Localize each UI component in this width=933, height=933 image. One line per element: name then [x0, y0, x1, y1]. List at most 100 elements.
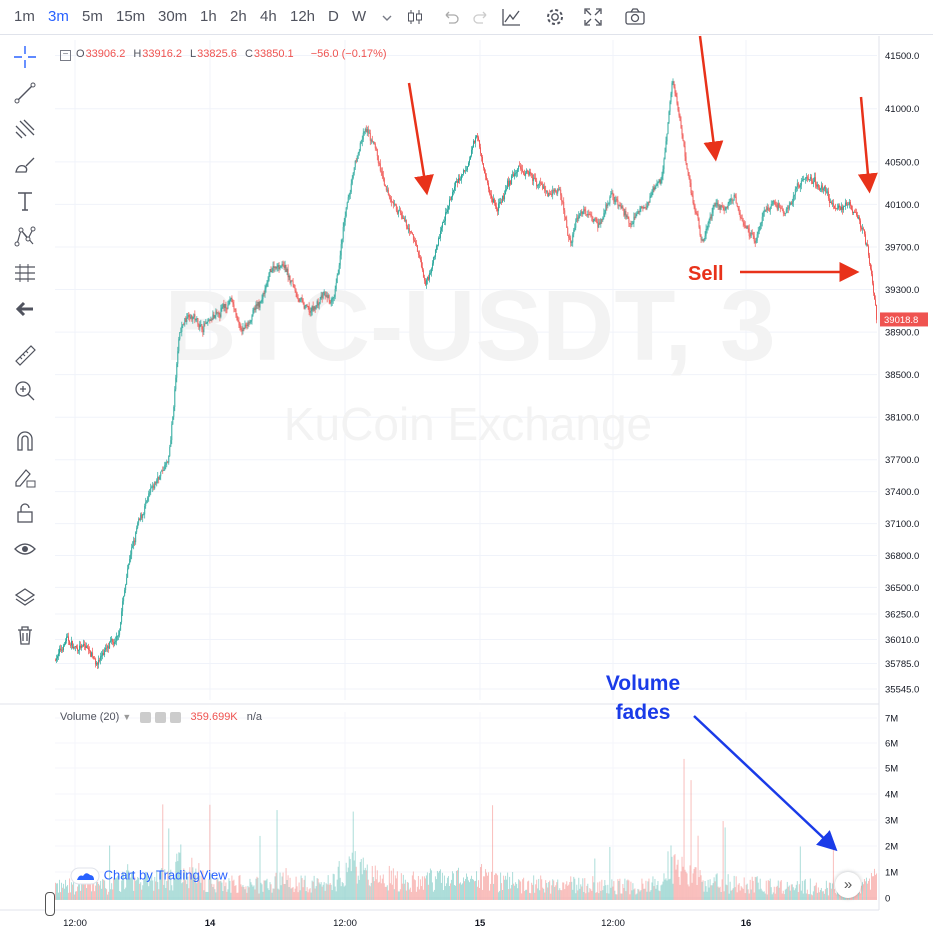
- timeframe-3m[interactable]: 3m: [48, 8, 69, 25]
- candle-body: [725, 207, 727, 210]
- timeframe-W[interactable]: W: [352, 8, 367, 25]
- crosshair-icon[interactable]: [12, 44, 38, 70]
- volume-bar: [875, 873, 877, 900]
- volume-bar: [316, 878, 318, 900]
- volume-bar: [609, 846, 611, 900]
- collapse-legend-icon[interactable]: −: [60, 50, 71, 61]
- candle-body: [515, 173, 517, 175]
- candle-body: [549, 193, 551, 194]
- candle-body: [319, 298, 321, 304]
- undo-icon[interactable]: [440, 6, 462, 28]
- timeframe-1m[interactable]: 1m: [14, 8, 35, 25]
- volume-value: 359.699K: [190, 711, 238, 723]
- brush-icon[interactable]: [12, 152, 38, 178]
- text-icon[interactable]: [12, 188, 38, 214]
- redo-icon[interactable]: [470, 6, 492, 28]
- candle-body: [508, 180, 510, 186]
- candle-body: [868, 246, 869, 256]
- timeframe-15m[interactable]: 15m: [116, 8, 146, 25]
- lock-icon[interactable]: [12, 500, 38, 526]
- volume-bar: [636, 893, 638, 900]
- price-tick-label: 36250.0: [885, 610, 919, 621]
- candle-body: [107, 646, 109, 648]
- candle-body: [88, 647, 90, 650]
- candle-body: [647, 202, 649, 206]
- candle-body: [828, 198, 830, 203]
- lock-drawing-icon[interactable]: [12, 464, 38, 490]
- candle-body: [396, 210, 398, 214]
- pattern-icon[interactable]: [12, 224, 38, 250]
- layers-icon[interactable]: [12, 584, 38, 610]
- volume-bar: [718, 887, 720, 900]
- timeframe-12h[interactable]: 12h: [290, 8, 316, 25]
- volume-bar: [513, 883, 515, 900]
- candle-body: [445, 212, 446, 221]
- ruler-icon[interactable]: [12, 342, 38, 368]
- magnet-icon[interactable]: [12, 428, 38, 454]
- timeframe-D[interactable]: D: [328, 8, 339, 25]
- ohlc-value-L: 33825.6: [197, 48, 237, 60]
- candle-body: [167, 461, 169, 463]
- volume-label[interactable]: Volume (20): [60, 711, 120, 723]
- volume-bar: [764, 893, 766, 900]
- volume-bar: [426, 872, 428, 900]
- timeframe-4h[interactable]: 4h: [260, 8, 277, 25]
- volume-bar: [280, 885, 282, 900]
- pane-resize-handle[interactable]: [45, 892, 55, 916]
- candle-body: [674, 87, 676, 94]
- volume-bar: [91, 891, 93, 900]
- candle-body: [270, 269, 272, 273]
- candle-body: [570, 239, 572, 243]
- candle-body: [343, 221, 345, 228]
- fullscreen-icon[interactable]: [582, 6, 604, 28]
- candle-body: [856, 212, 857, 216]
- volume-bar: [647, 881, 649, 900]
- candle-body: [662, 169, 664, 176]
- volume-bar: [212, 887, 214, 900]
- volume-bar: [860, 885, 862, 900]
- camera-icon[interactable]: [624, 6, 646, 28]
- eye-icon[interactable]: [140, 711, 152, 723]
- candle-body: [397, 210, 399, 214]
- chevron-down-icon[interactable]: ▼: [122, 712, 132, 722]
- volume-bar: [376, 870, 378, 900]
- volume-bar: [562, 882, 564, 900]
- candle-body: [65, 641, 66, 644]
- chevron-down-icon[interactable]: [376, 6, 398, 28]
- timeframe-5m[interactable]: 5m: [82, 8, 103, 25]
- volume-bar: [421, 876, 423, 900]
- candle-body: [631, 224, 633, 225]
- trend-line-icon[interactable]: [12, 80, 38, 106]
- candle-body: [834, 208, 836, 209]
- volume-bar: [867, 880, 869, 900]
- candle-body: [779, 207, 781, 209]
- volume-bar: [233, 879, 235, 900]
- gear-icon[interactable]: [155, 711, 167, 723]
- candle-body: [606, 204, 608, 207]
- line-chart-icon[interactable]: [500, 6, 522, 28]
- timeframe-1h[interactable]: 1h: [200, 8, 217, 25]
- zoom-icon[interactable]: [12, 378, 38, 404]
- tradingview-label: Chart by TradingView: [103, 867, 228, 883]
- pitchfork-icon[interactable]: [12, 116, 38, 142]
- trash-icon[interactable]: [12, 622, 38, 648]
- candle-body: [99, 660, 101, 661]
- candle-body: [424, 280, 426, 285]
- close-icon[interactable]: [170, 711, 182, 723]
- volume-bar: [624, 878, 626, 900]
- candle-body: [237, 320, 239, 322]
- candles-icon[interactable]: [404, 6, 426, 28]
- volume-settings-icons[interactable]: [140, 711, 182, 723]
- timeframe-2h[interactable]: 2h: [230, 8, 247, 25]
- candle-body: [619, 204, 621, 206]
- timeframe-30m[interactable]: 30m: [158, 8, 188, 25]
- eye-icon[interactable]: [12, 536, 38, 562]
- scroll-to-realtime-button[interactable]: »: [835, 872, 861, 898]
- back-arrow-icon[interactable]: [12, 296, 38, 322]
- volume-bar: [128, 870, 130, 900]
- candle-body: [155, 481, 157, 484]
- gear-icon[interactable]: [544, 6, 566, 28]
- tradingview-branding[interactable]: Chart by TradingView: [70, 866, 228, 886]
- prediction-icon[interactable]: [12, 260, 38, 286]
